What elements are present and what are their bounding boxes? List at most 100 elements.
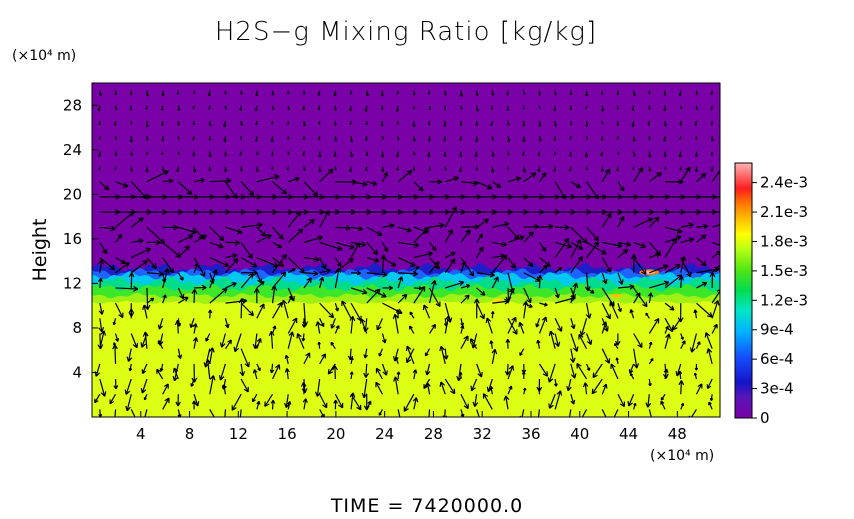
wind-vector — [334, 105, 337, 111]
wind-vector — [632, 90, 636, 97]
wind-vector — [114, 136, 117, 141]
wind-vector — [287, 90, 290, 95]
wind-vector — [443, 136, 447, 142]
wind-vector — [209, 177, 232, 184]
wind-vector — [442, 409, 448, 417]
wind-vector — [176, 90, 180, 95]
wind-vector — [129, 105, 133, 111]
wind-vector — [711, 169, 720, 183]
wind-vector — [172, 363, 179, 382]
wind-vector — [395, 105, 400, 112]
wind-vector — [341, 300, 352, 319]
wind-vector — [633, 167, 644, 183]
colorbar-tick-label: 1.5e-3 — [760, 262, 808, 280]
wind-vector — [695, 383, 703, 395]
wind-vector — [600, 90, 604, 95]
wind-vector — [679, 166, 682, 171]
wind-vector — [662, 363, 669, 379]
wind-vector — [664, 264, 681, 274]
wind-vector — [569, 348, 576, 363]
wind-vector — [177, 318, 182, 327]
wind-vector — [601, 302, 611, 320]
wind-vector — [601, 272, 608, 285]
wind-vector — [476, 233, 484, 243]
wind-vector — [429, 323, 436, 334]
wind-vector — [429, 242, 437, 252]
wind-vector — [522, 120, 526, 127]
wind-vector — [458, 166, 462, 173]
wind-vector — [145, 151, 149, 155]
wind-vector — [363, 348, 368, 359]
wind-vector — [365, 90, 370, 97]
wind-vector — [144, 287, 151, 310]
wind-vector — [317, 105, 321, 111]
wind-vector — [476, 287, 486, 296]
wind-vector — [97, 333, 104, 350]
wind-vector — [271, 90, 275, 96]
wind-vector — [271, 325, 277, 334]
wind-vector — [130, 217, 144, 228]
wind-vector — [350, 302, 362, 322]
wind-vector — [350, 393, 362, 411]
wind-vector — [696, 223, 708, 230]
wind-vector — [366, 257, 380, 263]
wind-vector — [193, 394, 200, 407]
wind-vector — [145, 120, 149, 128]
wind-vector — [613, 409, 619, 417]
wind-vector — [129, 136, 134, 143]
wind-vector — [99, 90, 103, 96]
wind-vector — [570, 226, 588, 244]
wind-vector — [523, 387, 527, 395]
wind-vector — [664, 333, 671, 349]
wind-vector — [303, 270, 319, 277]
wind-vector — [128, 272, 135, 288]
wind-vector — [253, 288, 260, 304]
wind-vector — [271, 166, 274, 170]
wind-vector — [366, 180, 378, 186]
wind-vector — [537, 166, 541, 173]
wind-vector — [113, 120, 117, 126]
wind-vector — [632, 151, 636, 157]
wind-vector — [177, 287, 185, 300]
wind-vector — [208, 105, 211, 110]
wind-vector — [570, 394, 576, 405]
wind-vector — [224, 90, 227, 95]
wind-vector — [601, 287, 615, 307]
wind-vector — [570, 239, 582, 258]
wind-vector — [629, 309, 635, 319]
wind-vector — [140, 333, 148, 348]
wind-vector — [193, 257, 206, 277]
wind-vector — [381, 171, 388, 182]
wind-vector — [115, 285, 139, 292]
wind-vector — [288, 176, 300, 183]
warm-spot — [611, 293, 622, 298]
wind-vector — [363, 363, 370, 378]
wind-vector — [303, 166, 306, 171]
wind-vector — [710, 151, 714, 156]
wind-vector — [521, 151, 525, 156]
wind-vector — [491, 166, 495, 173]
wind-vector — [443, 348, 449, 360]
wind-vector — [382, 302, 403, 315]
wind-vector — [413, 286, 423, 291]
wind-vector — [632, 166, 635, 171]
wind-vector — [490, 120, 494, 127]
y-tick-label: 12 — [63, 274, 82, 292]
wind-vector — [444, 302, 453, 323]
wind-vector — [585, 363, 591, 372]
wind-vector — [146, 170, 169, 183]
wind-vector — [251, 393, 258, 403]
wind-vector — [694, 363, 699, 371]
wind-vector — [554, 390, 563, 410]
wind-vector — [256, 151, 259, 156]
wind-vector — [631, 105, 635, 111]
wind-vector — [617, 283, 635, 290]
wind-vector — [397, 170, 413, 183]
wind-vector — [319, 168, 334, 183]
wind-vector — [218, 363, 227, 381]
wind-vector — [631, 120, 635, 128]
wind-vector — [287, 105, 291, 111]
wind-vector — [523, 287, 532, 304]
wind-vector — [694, 120, 698, 126]
wind-vector — [522, 136, 526, 143]
